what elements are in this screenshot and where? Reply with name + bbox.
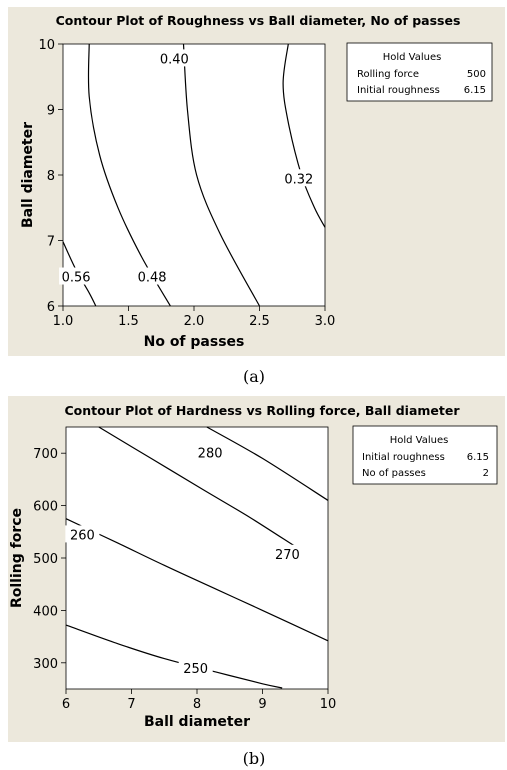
contour-line-270	[98, 426, 296, 548]
hold-values-b-frame	[352, 425, 498, 485]
x-tick-label: 3.0	[315, 314, 336, 329]
chart-b-ylabel: Rolling force	[9, 508, 25, 608]
contour-label-0.40: 0.40	[160, 52, 189, 67]
chart-panel-b: Contour Plot of Hardness vs Rolling forc…	[8, 396, 505, 742]
chart-a-y-axis: 6 7 8 9 10	[38, 38, 63, 315]
chart-b-contour-labels: 250 260 270 280	[65, 443, 305, 677]
y-tick-label: 400	[33, 604, 58, 619]
chart-a-title: Contour Plot of Roughness vs Ball diamet…	[56, 13, 461, 28]
hold-values-a-frame	[346, 42, 493, 102]
x-tick-label: 10	[320, 697, 337, 712]
chart-a-contours	[62, 43, 326, 307]
hold-values-b-row2-value: 2	[483, 468, 489, 479]
contour-line-0.40	[182, 43, 261, 307]
contour-label-bg	[135, 267, 170, 285]
y-tick-label: 6	[47, 300, 55, 315]
contour-label-bg	[157, 49, 192, 67]
hold-values-a-row1-value: 500	[467, 69, 486, 80]
x-tick-label: 7	[127, 697, 135, 712]
y-tick-label: 8	[47, 169, 55, 184]
x-tick-label: 2.5	[249, 314, 270, 329]
contour-label-280: 280	[198, 447, 223, 462]
chart-panel-a: Contour Plot of Roughness vs Ball diamet…	[8, 7, 505, 356]
y-tick-label: 7	[47, 235, 55, 250]
contour-label-270: 270	[275, 548, 300, 563]
x-tick-label: 1.5	[118, 314, 139, 329]
y-tick-label: 9	[47, 104, 55, 119]
hold-values-b-row1-name: Initial roughness	[362, 452, 445, 463]
chart-b-x-axis: 6 7 8 9 10	[62, 689, 336, 712]
contour-label-bg	[65, 525, 100, 543]
chart-a-plot-area	[62, 43, 326, 307]
chart-b-title: Contour Plot of Hardness vs Rolling forc…	[64, 403, 460, 418]
chart-a-contour-labels: 0.56 0.48 0.40 0.32	[59, 49, 316, 286]
hold-values-a-title: Hold Values	[383, 52, 442, 63]
hold-values-b-row2-name: No of passes	[362, 468, 426, 479]
x-tick-label: 2.0	[184, 314, 205, 329]
contour-label-0.32: 0.32	[284, 172, 313, 187]
chart-a-ylabel: Ball diameter	[20, 122, 36, 228]
x-tick-label: 9	[258, 697, 266, 712]
chart-b-xlabel: Ball diameter	[144, 714, 250, 730]
contour-line-260	[65, 518, 329, 642]
panel-caption-a: (a)	[243, 367, 265, 386]
y-tick-label: 10	[38, 38, 55, 53]
contour-label-0.56: 0.56	[62, 271, 91, 286]
contour-label-0.48: 0.48	[138, 271, 167, 286]
hold-values-a-row2-value: 6.15	[464, 85, 486, 96]
y-tick-label: 600	[33, 500, 58, 515]
caption-b-wrap: (b)	[243, 749, 266, 768]
contour-label-bg	[193, 443, 228, 461]
hold-values-b-row1-value: 6.15	[467, 452, 489, 463]
x-tick-label: 1.0	[53, 314, 74, 329]
contour-line-0.32	[282, 43, 326, 228]
y-tick-label: 500	[33, 552, 58, 567]
contour-label-bg	[178, 659, 213, 677]
hold-values-a-row1-name: Rolling force	[357, 69, 419, 80]
contour-label-260: 260	[70, 528, 95, 543]
hold-values-b-title: Hold Values	[390, 435, 449, 446]
contour-line-280	[206, 426, 329, 501]
x-tick-label: 6	[62, 697, 70, 712]
hold-values-box-a: Hold Values Rolling force 500 Initial ro…	[346, 42, 493, 102]
hold-values-box-b: Hold Values Initial roughness 6.15 No of…	[352, 425, 498, 485]
hold-values-a-row2-name: Initial roughness	[357, 85, 440, 96]
caption-a-wrap: (a)	[243, 367, 265, 386]
contour-label-bg	[281, 169, 316, 187]
contour-line-0.48	[87, 43, 171, 307]
chart-a-xlabel: No of passes	[144, 334, 245, 350]
y-tick-label: 300	[33, 657, 58, 672]
y-tick-label: 700	[33, 447, 58, 462]
contour-label-bg	[270, 544, 305, 562]
x-tick-label: 8	[193, 697, 201, 712]
chart-a-x-axis: 1.0 1.5 2.0 2.5 3.0	[53, 306, 336, 329]
chart-b-y-axis: 300 400 500 600 700	[33, 447, 66, 672]
contour-label-bg	[59, 267, 94, 285]
contour-label-250: 250	[183, 662, 208, 677]
panel-caption-b: (b)	[243, 749, 266, 768]
